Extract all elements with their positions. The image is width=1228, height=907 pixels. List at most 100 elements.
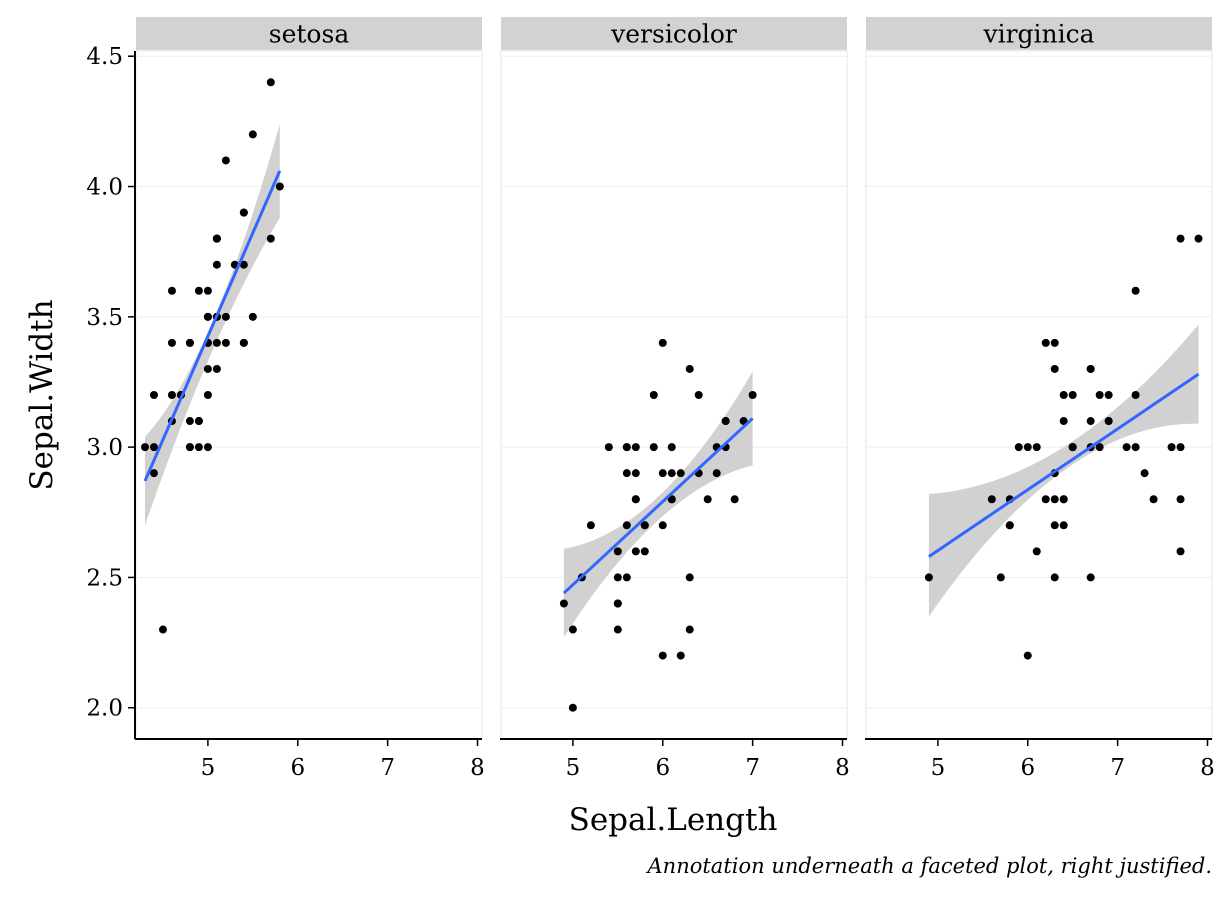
data-point <box>685 573 694 582</box>
data-point <box>1041 495 1050 504</box>
data-point <box>1014 443 1023 452</box>
data-point <box>248 312 257 321</box>
facet-panel-setosa: setosa 5 6 7 8 <box>135 17 485 781</box>
data-point <box>730 495 739 504</box>
x-tick-label: 5 <box>566 755 581 781</box>
y-tick-label: 3.5 <box>86 305 123 331</box>
data-point <box>721 417 730 426</box>
data-point <box>1050 573 1059 582</box>
x-tick-label: 6 <box>655 755 670 781</box>
data-point <box>748 391 757 399</box>
data-point <box>1068 391 1077 399</box>
data-point <box>203 443 212 452</box>
data-point <box>631 443 640 452</box>
facet-strip-label: versicolor <box>610 20 737 49</box>
data-point <box>1095 391 1104 399</box>
data-point <box>1050 521 1059 530</box>
data-point <box>185 338 194 347</box>
x-tick-label: 8 <box>470 755 485 781</box>
data-point <box>239 338 248 347</box>
data-point <box>1050 338 1059 347</box>
data-point <box>649 443 658 452</box>
data-point <box>1167 443 1176 452</box>
y-tick-label: 2.0 <box>86 696 123 722</box>
data-point <box>559 599 568 608</box>
data-point <box>185 417 194 426</box>
data-point <box>194 417 203 426</box>
data-point <box>622 573 631 582</box>
data-point <box>703 495 712 504</box>
data-point <box>631 547 640 556</box>
data-point <box>275 182 284 191</box>
data-point <box>1104 391 1113 399</box>
data-point <box>568 703 577 712</box>
facet-strip <box>866 17 1212 50</box>
data-point <box>1131 443 1140 452</box>
data-point <box>586 521 595 530</box>
data-point <box>1122 443 1131 452</box>
data-point <box>712 469 721 478</box>
data-point <box>1032 547 1041 556</box>
data-point <box>1086 417 1095 426</box>
data-point <box>996 573 1005 582</box>
data-point <box>1023 651 1032 660</box>
x-tick-label: 5 <box>931 755 946 781</box>
x-tick-label: 7 <box>745 755 760 781</box>
x-tick-label: 6 <box>1020 755 1035 781</box>
data-point <box>676 651 685 660</box>
data-point <box>640 521 649 530</box>
data-point <box>1176 495 1185 504</box>
data-point <box>221 312 230 321</box>
regression-line <box>562 417 754 595</box>
data-point <box>1131 391 1140 399</box>
data-point <box>203 364 212 373</box>
data-point <box>194 443 203 452</box>
data-point <box>212 338 221 347</box>
facet-strip <box>501 17 847 50</box>
y-tick-label: 2.5 <box>86 565 123 591</box>
data-point <box>158 625 167 634</box>
data-point <box>1059 495 1068 504</box>
data-point <box>1032 443 1041 452</box>
data-point <box>1140 469 1149 478</box>
data-point <box>1149 495 1158 504</box>
data-point <box>1176 547 1185 556</box>
x-axis-title: Sepal.Length <box>569 802 778 838</box>
data-point <box>568 625 577 634</box>
x-tick-label: 8 <box>1200 755 1215 781</box>
data-point <box>613 547 622 556</box>
data-point <box>248 130 257 139</box>
data-point <box>1050 364 1059 373</box>
facet-panels: setosa 5 6 7 8 versicolor 5 6 7 8 virginica 5 6 7 8 <box>135 17 1215 781</box>
data-point <box>685 625 694 634</box>
data-point <box>658 521 667 530</box>
data-point <box>1131 286 1140 295</box>
data-point <box>212 234 221 243</box>
data-point <box>1023 443 1032 452</box>
data-point <box>239 208 248 217</box>
data-point <box>1104 417 1113 426</box>
facet-panel-versicolor: versicolor 5 6 7 8 <box>500 17 850 781</box>
plot-caption: Annotation underneath a faceted plot, ri… <box>646 854 1213 878</box>
data-point <box>1095 443 1104 452</box>
data-point <box>667 469 676 478</box>
data-point <box>1086 573 1095 582</box>
data-point <box>149 469 158 478</box>
data-point <box>1086 364 1095 373</box>
x-tick-label: 7 <box>1110 755 1125 781</box>
y-tick-label: 3.0 <box>86 435 123 461</box>
data-point <box>658 338 667 347</box>
data-point <box>140 443 149 452</box>
data-point <box>1050 495 1059 504</box>
data-point <box>239 260 248 269</box>
data-point <box>631 469 640 478</box>
data-point <box>1176 234 1185 243</box>
data-point <box>658 469 667 478</box>
data-point <box>694 391 703 399</box>
data-point <box>613 599 622 608</box>
regression-line <box>143 170 282 482</box>
data-point <box>167 286 176 295</box>
data-point <box>185 443 194 452</box>
